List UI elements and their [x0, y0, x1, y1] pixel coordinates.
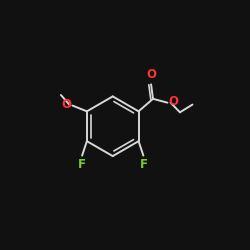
Text: O: O [61, 98, 71, 110]
Text: O: O [168, 95, 178, 108]
Text: O: O [146, 68, 156, 82]
Text: F: F [140, 158, 147, 171]
Text: F: F [78, 158, 86, 171]
